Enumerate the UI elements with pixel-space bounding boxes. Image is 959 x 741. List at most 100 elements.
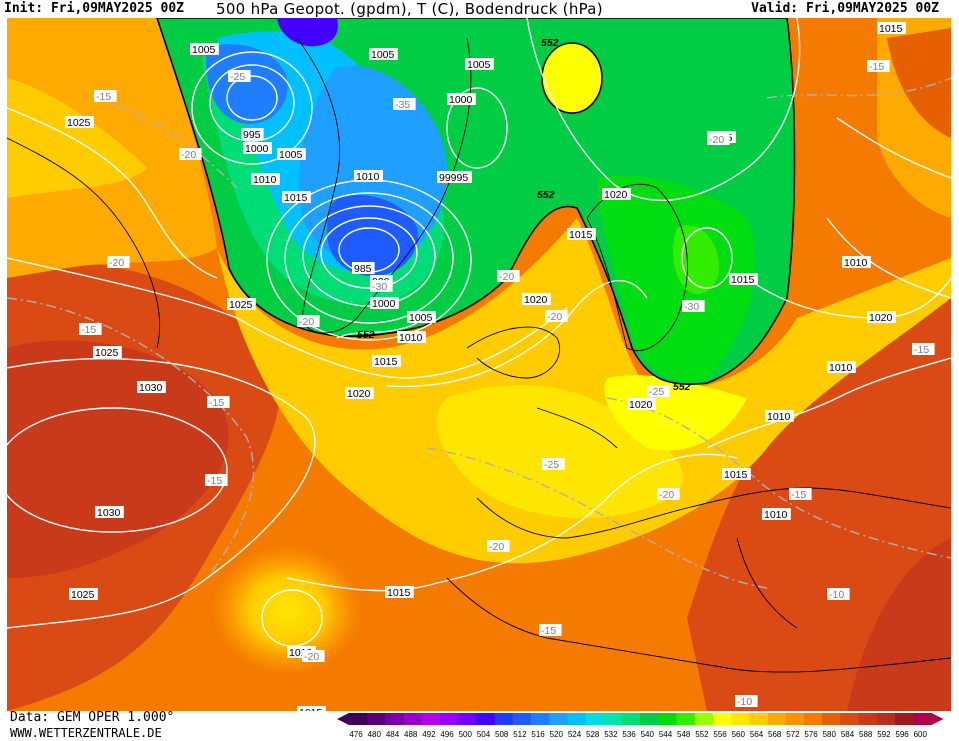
pressure-label-bg xyxy=(385,586,414,598)
pressure-label-bg xyxy=(397,331,426,343)
temperature-label-bg xyxy=(370,280,393,292)
temperature-label-text: -15 xyxy=(914,344,929,356)
pressure-label-text: 1020 xyxy=(869,312,893,324)
temperature-label: -15 xyxy=(207,396,230,409)
pressure-label-text: 1010 xyxy=(356,171,380,183)
isobar-1025-west xyxy=(7,107,218,279)
east-warm-area xyxy=(687,278,951,711)
colorbar-tick-label: 600 xyxy=(914,730,928,739)
pressure-label: 1010 xyxy=(842,256,871,269)
baltic-green-spot xyxy=(672,225,720,294)
temperature-label-text: -10 xyxy=(737,696,752,708)
weather-map-canvas: 1005100510051025101099510001005101010151… xyxy=(7,18,951,711)
pressure-label: 1005 xyxy=(277,148,306,161)
pressure-label-text: 1025 xyxy=(229,299,253,311)
isobar-1015-north xyxy=(526,18,801,202)
azores-high-core xyxy=(7,340,229,578)
pressure-label: 1020 xyxy=(602,188,631,201)
temperature-label: -15 xyxy=(539,624,562,637)
temperature-label-bg xyxy=(94,90,117,102)
pressure-label-bg xyxy=(370,297,399,309)
pressure-label-bg xyxy=(65,116,94,128)
colorbar-left-arrow xyxy=(337,713,349,725)
colorbar-swatch xyxy=(804,713,823,725)
colorbar-swatch xyxy=(494,713,514,725)
temperature-label-bg xyxy=(647,385,670,397)
temperature-label-text: -20 xyxy=(299,316,314,328)
temperature-label-bg xyxy=(79,323,102,335)
colorbar: 476 480 484 488 492 496 500 504 508 512 516 520 524 5… xyxy=(337,713,944,739)
colorbar-tick-label: 540 xyxy=(641,730,655,739)
colorbar-swatch xyxy=(567,713,587,725)
colorbar-tick-label: 488 xyxy=(404,730,418,739)
valid-time-label: Valid: Fri,09MAY2025 00Z xyxy=(751,1,939,16)
temperature-label-text: -25 xyxy=(230,71,245,83)
isobar-1010-east xyxy=(706,357,951,449)
scandinavia-green xyxy=(597,175,755,382)
pressure-label-text: 1015 xyxy=(879,23,903,35)
isotherm-b xyxy=(426,447,768,589)
temperature-label: -15 xyxy=(912,343,935,356)
pressure-label-text: 1000 xyxy=(245,143,269,155)
geopotential-label: 552 xyxy=(673,381,691,393)
temperature-label: -15 xyxy=(205,474,228,487)
colorbar-swatch xyxy=(713,713,732,725)
geopotential-label-text: 552 xyxy=(541,37,559,49)
colorbar-swatch xyxy=(403,713,423,725)
pressure-label-bg xyxy=(407,311,436,323)
pressure-label: 1015 xyxy=(297,706,326,711)
pressure-label-bg xyxy=(69,588,98,600)
pressure-label-text: 1010 xyxy=(767,411,791,423)
colorbar-right-arrow xyxy=(931,713,944,725)
southeast-warm-area xyxy=(847,538,951,711)
pressure-label-text: 1030 xyxy=(97,507,121,519)
pressure-label-bg xyxy=(354,170,383,182)
colorbar-swatch xyxy=(785,713,805,725)
colorbar-tick-label: 492 xyxy=(422,730,436,739)
temperature-label-bg xyxy=(682,300,705,312)
isobar-1020a xyxy=(7,257,568,379)
pressure-label: 1000 xyxy=(243,142,272,155)
temperature-label-text: -25 xyxy=(544,459,559,471)
colorbar-swatch xyxy=(440,713,459,725)
pressure-label: 1015 xyxy=(877,22,906,35)
colorbar-swatch xyxy=(476,713,496,725)
pressure-label-text: 1020 xyxy=(629,399,653,411)
pressure-label-text: 1015 xyxy=(284,192,308,204)
pressure-label-bg xyxy=(241,128,264,140)
greenland-coast xyxy=(296,37,472,334)
isobar-baltic-low xyxy=(681,227,733,289)
temperature-label: -25 xyxy=(647,385,670,398)
pressure-label-bg xyxy=(765,410,794,422)
temperature-label-bg xyxy=(867,60,890,72)
colorbar-tick-label: 584 xyxy=(841,730,855,739)
colorbar-swatch xyxy=(640,713,659,725)
temperature-label: -15 xyxy=(79,323,102,336)
pressure-label: 1020 xyxy=(345,387,374,400)
colorbar-swatch xyxy=(549,713,568,725)
colorbar-tick-label: 528 xyxy=(586,730,600,739)
pressure-label-bg xyxy=(369,48,398,60)
pressure-label: 99995 xyxy=(437,171,472,184)
british-isles-coast xyxy=(466,326,561,379)
pressure-label: 1015 xyxy=(385,586,414,599)
pressure-label-bg xyxy=(352,262,375,274)
temperature-label-text: -20 xyxy=(181,149,196,161)
isobar-1000 xyxy=(284,192,454,324)
pressure-label-text: 1015 xyxy=(299,707,323,711)
scandinavia-coast xyxy=(586,183,688,352)
pressure-label-text: 1015 xyxy=(374,356,398,368)
svalbard-552-cell xyxy=(541,42,603,114)
temperature-label-bg xyxy=(302,650,325,662)
pressure-label-text: 1030 xyxy=(139,382,163,394)
pressure-label-text: 1015 xyxy=(387,587,411,599)
isobar-1025 xyxy=(7,357,316,629)
pressure-label: 1010 xyxy=(354,170,383,183)
colorbar-swatch xyxy=(603,713,623,725)
colorbar-tick-label: 480 xyxy=(368,730,382,739)
colorbar-swatch xyxy=(531,713,550,725)
init-time-label: Init: Fri,09MAY2025 00Z xyxy=(4,1,185,16)
temperature-label-text: -35 xyxy=(395,99,410,111)
isobar-ne-b xyxy=(836,117,951,179)
colorbar-swatch xyxy=(421,713,441,725)
